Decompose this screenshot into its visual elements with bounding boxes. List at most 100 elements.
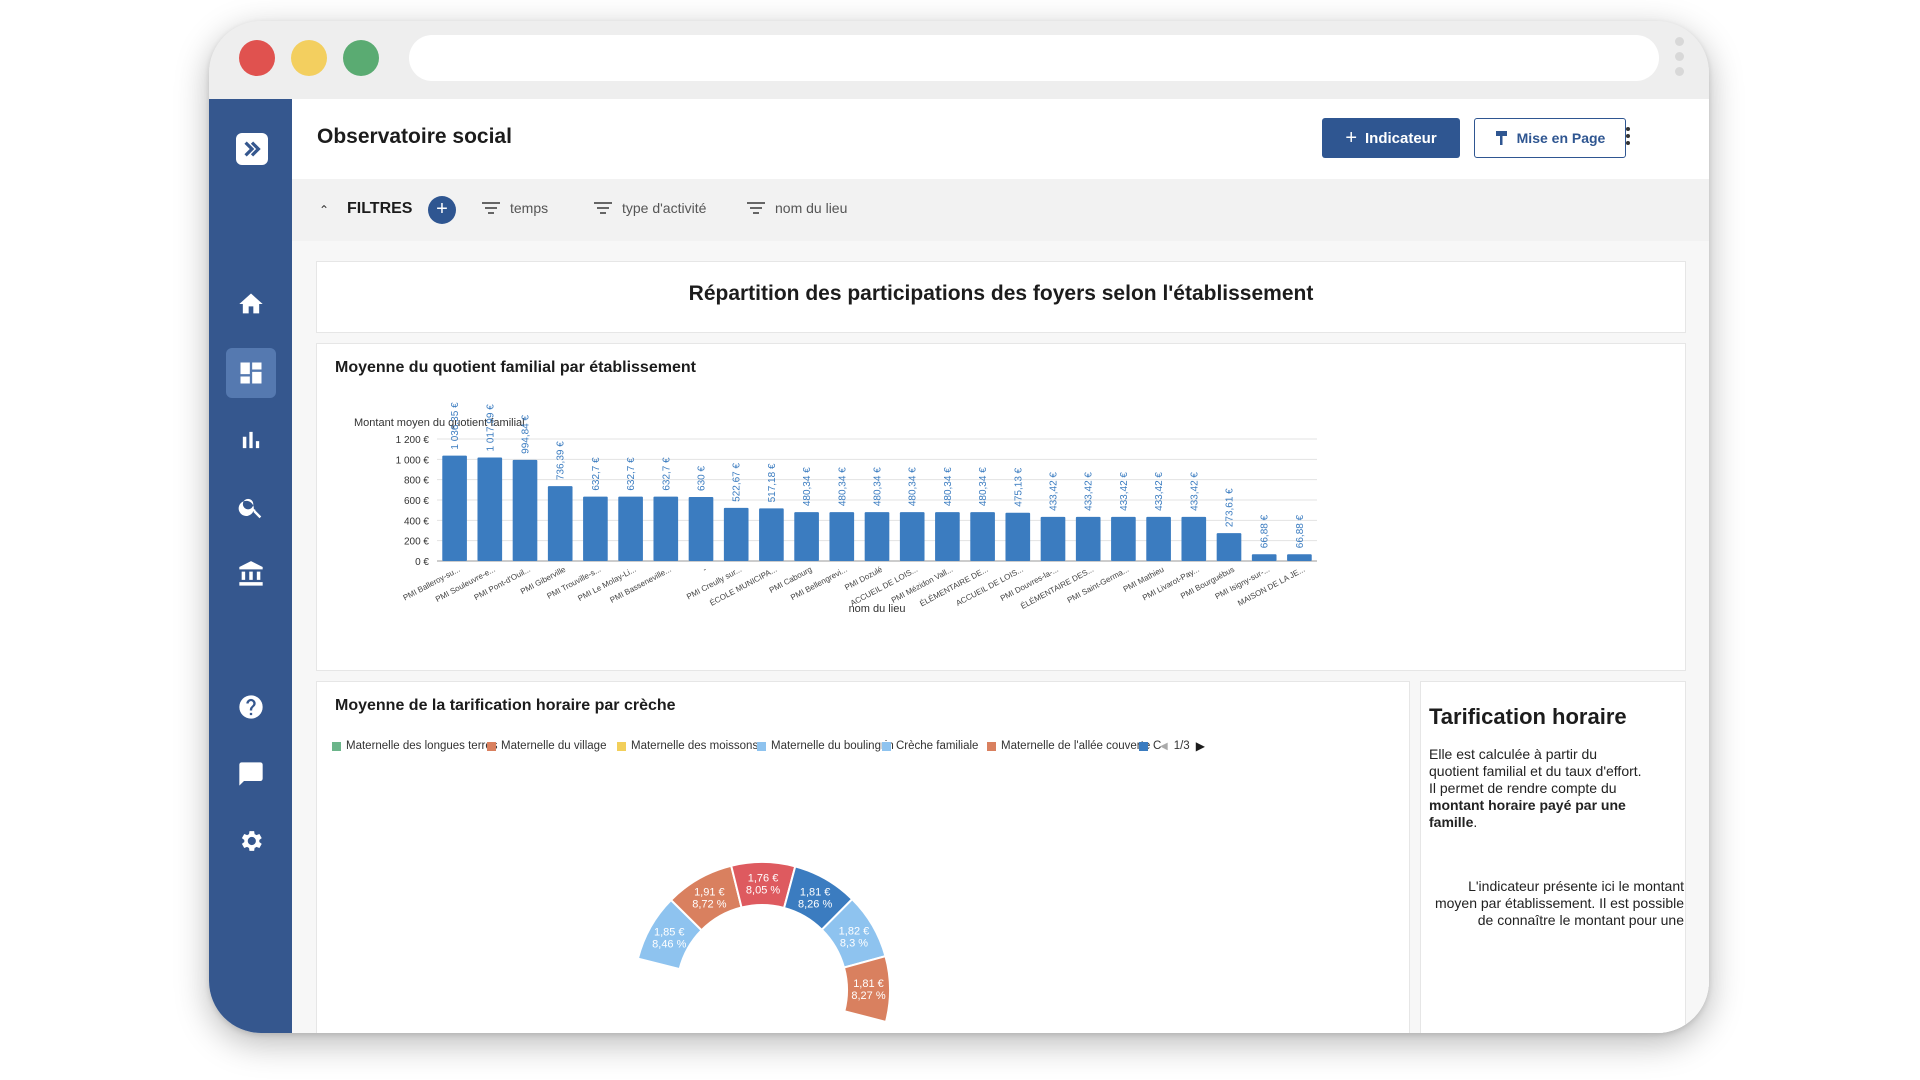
filter-icon	[594, 202, 612, 214]
bar-value-label: 480,34 €	[837, 467, 848, 506]
bar[interactable]	[1181, 516, 1207, 561]
bar[interactable]	[935, 512, 960, 561]
bar[interactable]	[477, 457, 503, 561]
pie-percent-label: 8,26 %	[798, 899, 832, 911]
info-card: Tarification horaire Elle est calculée à…	[1420, 681, 1686, 1033]
legend-swatch	[617, 741, 626, 751]
pie-chart: 1,85 €8,46 % 1,91 €8,72 % 1,76 €8,05 % 1,81…	[636, 861, 891, 1024]
bar[interactable]	[794, 512, 819, 561]
sidebar-item-home[interactable]	[226, 279, 276, 329]
legend-swatch	[987, 741, 996, 751]
add-indicator-label: Indicateur	[1365, 129, 1437, 147]
bar[interactable]	[1111, 516, 1136, 561]
bar[interactable]	[970, 512, 995, 561]
bar-value-label: 736,39 €	[556, 441, 567, 480]
bar[interactable]	[759, 508, 784, 561]
section-title: Répartition des participations des foyer…	[688, 282, 1314, 305]
legend-prev-icon[interactable]: ◀	[1160, 740, 1168, 752]
bar[interactable]	[547, 486, 573, 561]
chevron-up-icon[interactable]: ⌃	[319, 203, 330, 217]
logo-icon[interactable]	[236, 133, 268, 165]
pie-chart-title: Moyenne de la tarification horaire par c…	[335, 697, 676, 714]
institution-icon	[239, 561, 263, 586]
help-icon	[239, 695, 263, 719]
dashboard-content: Répartition des participations des foyer…	[292, 241, 1709, 1033]
settings-icon	[241, 831, 262, 851]
legend-label: Crèche familiale	[896, 740, 979, 752]
search-icon	[238, 498, 262, 519]
bar-value-label: 480,34 €	[908, 467, 919, 506]
info-title: Tarification horaire	[1429, 704, 1627, 729]
legend-item[interactable]: Maternelle du boulingrin	[757, 740, 894, 752]
bar[interactable]	[1251, 554, 1277, 561]
bar-value-label: 480,34 €	[873, 467, 884, 506]
pie-value-label: 1,81 €	[800, 887, 831, 899]
legend-item[interactable]: C	[1139, 740, 1161, 752]
add-indicator-button[interactable]: + Indicateur	[1322, 118, 1460, 158]
dashboard-icon	[240, 362, 262, 384]
bar[interactable]	[1287, 554, 1312, 561]
sidebar-item-settings[interactable]	[226, 816, 276, 866]
home-icon	[239, 293, 263, 314]
bar[interactable]	[1216, 533, 1242, 561]
bar[interactable]	[723, 507, 749, 561]
legend-label: Maternelle du village	[501, 740, 607, 752]
add-filter-button[interactable]: +	[428, 196, 456, 224]
legend-swatch	[757, 741, 766, 751]
bar[interactable]	[618, 496, 643, 561]
bar-value-label: 66,88 €	[1295, 514, 1306, 548]
legend-item[interactable]: Crèche familiale	[882, 740, 978, 752]
bar[interactable]	[688, 496, 714, 561]
info-paragraph-2: L'indicateur présente ici le montant moy…	[1434, 878, 1684, 928]
address-bar[interactable]	[409, 35, 1659, 81]
bar[interactable]	[1146, 516, 1171, 561]
close-window-button[interactable]	[239, 40, 275, 76]
bar[interactable]	[583, 496, 608, 561]
sidebar-item-search[interactable]	[226, 482, 276, 532]
bar[interactable]	[1005, 512, 1031, 561]
legend-next-icon[interactable]: ▶	[1195, 739, 1205, 753]
pie-value-label: 1,91 €	[694, 886, 725, 898]
pie-slice[interactable]	[842, 954, 891, 1024]
bar-value-label: 433,42 €	[1084, 472, 1095, 511]
bar-value-label: 273,61 €	[1225, 488, 1236, 527]
sidebar-item-chat[interactable]	[226, 749, 276, 799]
filter-chip-type-activite[interactable]: type d'activité	[594, 200, 706, 216]
sidebar-item-dashboard[interactable]	[226, 348, 276, 398]
minimize-window-button[interactable]	[291, 40, 327, 76]
legend-item[interactable]: Maternelle des longues terres	[332, 740, 498, 752]
y-tick-label: 1 000 €	[396, 455, 430, 466]
pie-percent-label: 8,27 %	[851, 990, 885, 1002]
y-tick-label: 0 €	[415, 557, 429, 568]
bar-value-label: 1 017,99 €	[485, 404, 496, 452]
legend-page-label: 1/3	[1173, 740, 1190, 752]
browser-menu-icon[interactable]	[1675, 37, 1685, 83]
layout-button[interactable]: Mise en Page	[1474, 118, 1626, 158]
pie-value-label: 1,76 €	[748, 873, 779, 885]
filter-chip-temps[interactable]: temps	[482, 200, 548, 216]
bar-value-label: 632,7 €	[661, 457, 672, 491]
bar[interactable]	[899, 512, 925, 561]
sidebar-item-charts[interactable]	[226, 415, 276, 465]
maximize-window-button[interactable]	[343, 40, 379, 76]
sidebar-item-institutions[interactable]	[226, 549, 276, 599]
pie-percent-label: 8,3 %	[840, 937, 868, 949]
legend-item[interactable]: Maternelle de l'allée couverte	[987, 740, 1150, 752]
more-options-icon[interactable]	[1626, 127, 1632, 148]
app: Observatoire social + Indicateur Mise en…	[209, 99, 1709, 1033]
bar[interactable]	[1040, 516, 1066, 561]
sidebar-item-help[interactable]	[226, 682, 276, 732]
bar[interactable]	[864, 512, 890, 561]
bar[interactable]	[1075, 516, 1101, 561]
bar[interactable]	[512, 459, 538, 561]
y-tick-label: 1 200 €	[396, 435, 430, 446]
legend-item[interactable]: Maternelle du village	[487, 740, 606, 752]
filters-label[interactable]: FILTRES	[347, 200, 413, 217]
bar-value-label: 517,18 €	[767, 463, 778, 502]
bar[interactable]	[442, 455, 467, 561]
chat-icon	[239, 762, 263, 786]
bar[interactable]	[829, 512, 855, 561]
legend-item[interactable]: Maternelle des moissons	[617, 740, 758, 752]
filter-chip-nom-lieu[interactable]: nom du lieu	[747, 200, 847, 216]
bar[interactable]	[653, 496, 679, 561]
